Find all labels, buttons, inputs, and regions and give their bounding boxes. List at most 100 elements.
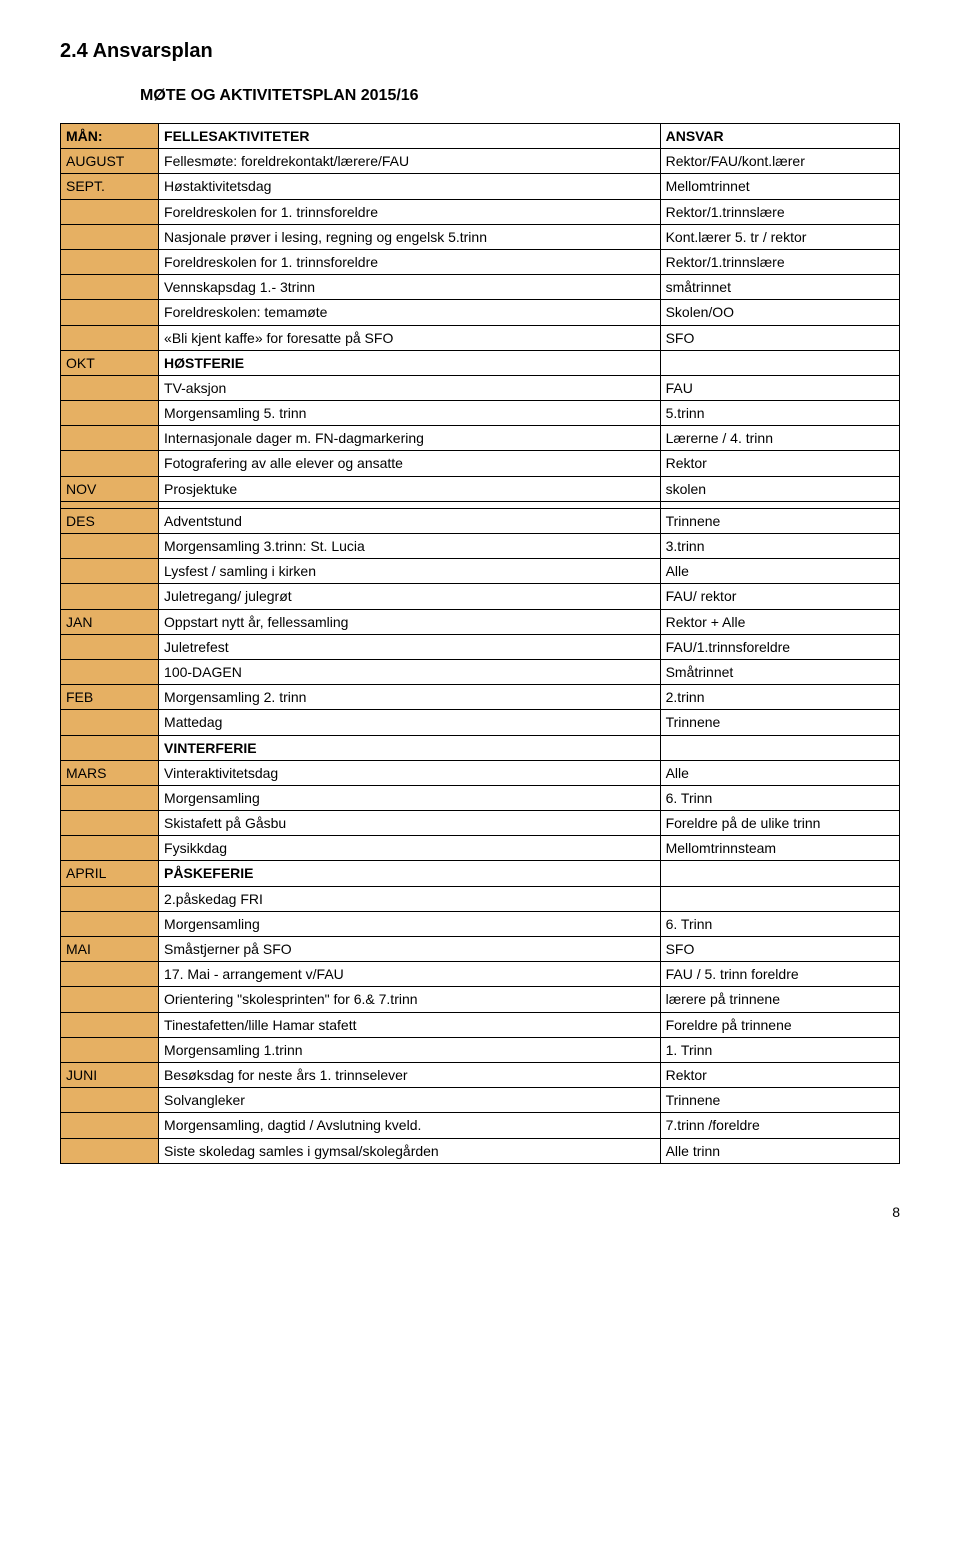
cell-activity: Tinestafetten/lille Hamar stafett	[159, 1012, 661, 1037]
cell-responsible: Trinnene	[660, 1088, 899, 1113]
table-row: SolvanglekerTrinnene	[61, 1088, 900, 1113]
cell-month	[61, 275, 159, 300]
cell-month	[61, 1138, 159, 1163]
cell-responsible: 7.trinn /foreldre	[660, 1113, 899, 1138]
table-row: Morgensamling6. Trinn	[61, 911, 900, 936]
cell-activity: Skistafett på Gåsbu	[159, 811, 661, 836]
cell-activity: 17. Mai - arrangement v/FAU	[159, 962, 661, 987]
cell-responsible: 5.trinn	[660, 401, 899, 426]
cell-month	[61, 836, 159, 861]
cell-activity: «Bli kjent kaffe» for foresatte på SFO	[159, 325, 661, 350]
cell-responsible: Foreldre på de ulike trinn	[660, 811, 899, 836]
cell-activity: Vinteraktivitetsdag	[159, 760, 661, 785]
section-heading: 2.4 Ansvarsplan	[60, 40, 900, 63]
table-row: NOVProsjektukeskolen	[61, 476, 900, 501]
cell-month	[61, 501, 159, 508]
cell-month	[61, 375, 159, 400]
cell-activity: Mattedag	[159, 710, 661, 735]
table-row: Orientering "skolesprinten" for 6.& 7.tr…	[61, 987, 900, 1012]
table-row: JuletrefestFAU/1.trinnsforeldre	[61, 634, 900, 659]
table-row: 100-DAGENSmåtrinnet	[61, 659, 900, 684]
table-row: SEPT.HøstaktivitetsdagMellomtrinnet	[61, 174, 900, 199]
cell-activity: Internasjonale dager m. FN-dagmarkering	[159, 426, 661, 451]
cell-month: SEPT.	[61, 174, 159, 199]
cell-activity: Morgensamling	[159, 785, 661, 810]
cell-responsible: FAU	[660, 375, 899, 400]
cell-responsible: Skolen/OO	[660, 300, 899, 325]
cell-responsible: 2.trinn	[660, 685, 899, 710]
cell-month	[61, 735, 159, 760]
cell-responsible: Mellomtrinnet	[660, 174, 899, 199]
cell-month	[61, 199, 159, 224]
cell-responsible: Trinnene	[660, 508, 899, 533]
cell-responsible: 1. Trinn	[660, 1037, 899, 1062]
table-row: 2.påskedag FRI	[61, 886, 900, 911]
cell-responsible: skolen	[660, 476, 899, 501]
cell-activity: Morgensamling 5. trinn	[159, 401, 661, 426]
table-header-row: MÅN: FELLESAKTIVITETER ANSVAR	[61, 124, 900, 149]
cell-responsible: småtrinnet	[660, 275, 899, 300]
cell-month: OKT	[61, 350, 159, 375]
page-number: 8	[60, 1204, 900, 1220]
table-row: JANOppstart nytt år, fellessamlingRektor…	[61, 609, 900, 634]
cell-month	[61, 987, 159, 1012]
cell-responsible: Rektor	[660, 451, 899, 476]
cell-activity: Morgensamling, dagtid / Avslutning kveld…	[159, 1113, 661, 1138]
cell-month	[61, 886, 159, 911]
table-row: «Bli kjent kaffe» for foresatte på SFOSF…	[61, 325, 900, 350]
table-row: MAISmåstjerner på SFOSFO	[61, 937, 900, 962]
cell-activity: PÅSKEFERIE	[159, 861, 661, 886]
table-row: MARSVinteraktivitetsdagAlle	[61, 760, 900, 785]
table-row: TV-aksjonFAU	[61, 375, 900, 400]
cell-month: JAN	[61, 609, 159, 634]
cell-month: FEB	[61, 685, 159, 710]
cell-month: MARS	[61, 760, 159, 785]
cell-month	[61, 911, 159, 936]
cell-month	[61, 224, 159, 249]
table-row: Morgensamling 3.trinn: St. Lucia3.trinn	[61, 534, 900, 559]
table-row: Morgensamling 1.trinn1. Trinn	[61, 1037, 900, 1062]
cell-activity: Lysfest / samling i kirken	[159, 559, 661, 584]
cell-responsible: Foreldre på trinnene	[660, 1012, 899, 1037]
cell-responsible: Rektor + Alle	[660, 609, 899, 634]
cell-activity: HØSTFERIE	[159, 350, 661, 375]
cell-month	[61, 401, 159, 426]
table-row: Foreldreskolen: temamøteSkolen/OO	[61, 300, 900, 325]
table-row: Morgensamling, dagtid / Avslutning kveld…	[61, 1113, 900, 1138]
cell-responsible: FAU/1.trinnsforeldre	[660, 634, 899, 659]
cell-month	[61, 811, 159, 836]
table-row: Tinestafetten/lille Hamar stafettForeldr…	[61, 1012, 900, 1037]
cell-month	[61, 1037, 159, 1062]
cell-activity: Høstaktivitetsdag	[159, 174, 661, 199]
cell-responsible: Trinnene	[660, 710, 899, 735]
cell-activity: Morgensamling 2. trinn	[159, 685, 661, 710]
cell-activity: Foreldreskolen for 1. trinnsforeldre	[159, 249, 661, 274]
cell-activity: Juletrefest	[159, 634, 661, 659]
cell-responsible	[660, 350, 899, 375]
cell-activity: Oppstart nytt år, fellessamling	[159, 609, 661, 634]
cell-month	[61, 300, 159, 325]
cell-responsible	[660, 501, 899, 508]
cell-month: APRIL	[61, 861, 159, 886]
activity-plan-table: MÅN: FELLESAKTIVITETER ANSVAR AUGUSTFell…	[60, 123, 900, 1164]
table-row: FysikkdagMellomtrinnsteam	[61, 836, 900, 861]
cell-responsible: Mellomtrinnsteam	[660, 836, 899, 861]
table-row: Fotografering av alle elever og ansatteR…	[61, 451, 900, 476]
table-row: Morgensamling 5. trinn5.trinn	[61, 401, 900, 426]
table-title: MØTE OG AKTIVITETSPLAN 2015/16	[140, 87, 900, 105]
cell-month	[61, 325, 159, 350]
cell-responsible: 6. Trinn	[660, 911, 899, 936]
table-row: Juletregang/ julegrøtFAU/ rektor	[61, 584, 900, 609]
cell-responsible: lærere på trinnene	[660, 987, 899, 1012]
cell-activity: Fysikkdag	[159, 836, 661, 861]
cell-responsible: Alle	[660, 760, 899, 785]
table-row: Foreldreskolen for 1. trinnsforeldreRekt…	[61, 249, 900, 274]
cell-month: MAI	[61, 937, 159, 962]
table-row: MattedagTrinnene	[61, 710, 900, 735]
cell-activity: Foreldreskolen for 1. trinnsforeldre	[159, 199, 661, 224]
table-row: Nasjonale prøver i lesing, regning og en…	[61, 224, 900, 249]
cell-activity: Juletregang/ julegrøt	[159, 584, 661, 609]
cell-activity: Solvangleker	[159, 1088, 661, 1113]
table-row: Internasjonale dager m. FN-dagmarkeringL…	[61, 426, 900, 451]
cell-month: DES	[61, 508, 159, 533]
